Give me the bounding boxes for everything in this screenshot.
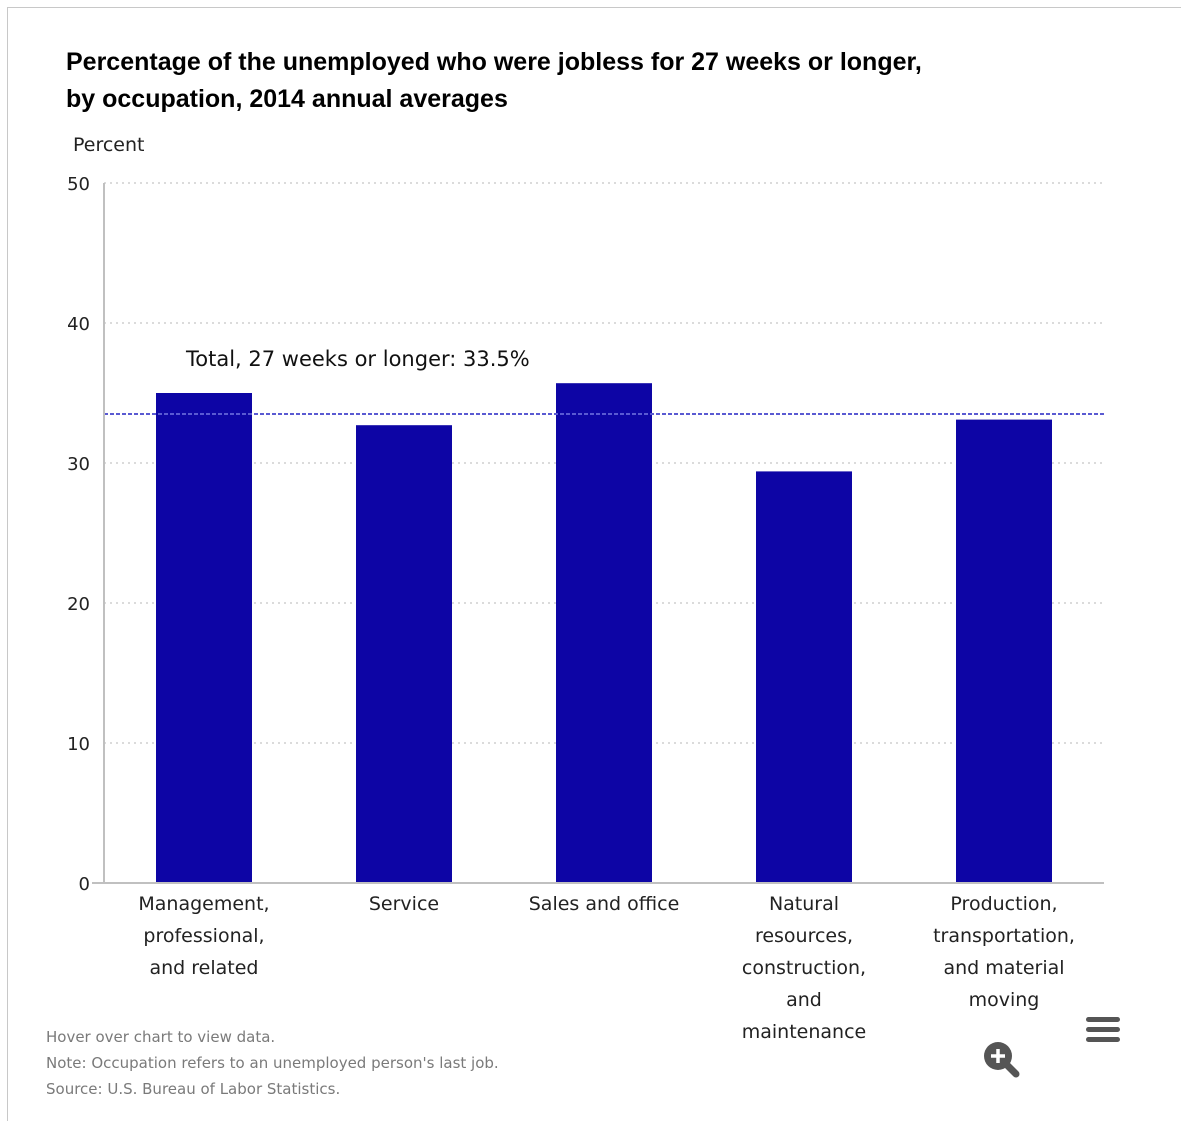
x-axis-labels: Management, professional, and related Servi… [138, 893, 1075, 1043]
x-tick-label: Service [369, 893, 439, 915]
chart-title: Percentage of the unemployed who were jo… [66, 48, 922, 113]
y-tick-label: 30 [67, 454, 90, 475]
x-tick-label-line: Sales and office [529, 893, 680, 915]
y-tick-label: 0 [79, 874, 90, 895]
total-reference: Total, 27 weeks or longer: 33.5% [104, 347, 1104, 415]
x-tick-label: Management, professional, and related [138, 893, 269, 979]
bars[interactable] [156, 383, 1052, 883]
bar[interactable] [556, 383, 652, 883]
total-reference-label: Total, 27 weeks or longer: 33.5% [185, 347, 530, 371]
x-tick-label: Production, transportation, and material mo… [933, 893, 1075, 1011]
hover-note: Hover over chart to view data. [46, 1028, 276, 1046]
y-tick-label: 50 [67, 174, 90, 195]
x-tick-label-line: and material [943, 957, 1064, 979]
x-tick-label-line: and related [150, 957, 259, 979]
axes [92, 183, 1104, 884]
zoom-in-button[interactable] [978, 1036, 1022, 1080]
x-tick-label-line: transportation, [933, 925, 1075, 947]
x-tick-label-line: Service [369, 893, 439, 915]
x-tick-label-line: Natural [769, 893, 839, 915]
y-tick-label: 10 [67, 734, 90, 755]
bar[interactable] [356, 425, 452, 883]
bar[interactable] [756, 471, 852, 883]
hamburger-menu-button[interactable] [1086, 1017, 1122, 1047]
hamburger-menu-icon [1086, 1017, 1120, 1022]
x-tick-label-line: moving [969, 989, 1040, 1011]
y-axis-title: Percent [73, 134, 145, 156]
chart-frame [7, 7, 1181, 1121]
occupation-note: Note: Occupation refers to an unemployed… [46, 1054, 499, 1072]
x-tick-label-line: resources, [755, 925, 853, 947]
y-tick-label: 40 [67, 314, 90, 335]
zoom-in-icon [984, 1042, 1020, 1078]
x-tick-label-line: and [786, 989, 822, 1011]
bar[interactable] [956, 419, 1052, 883]
x-tick-label: Sales and office [529, 893, 680, 915]
x-tick-label: Natural resources, construction, and mainten… [742, 893, 866, 1043]
source-note: Source: U.S. Bureau of Labor Statistics. [46, 1080, 341, 1098]
bar[interactable] [156, 393, 252, 883]
x-tick-label-line: Production, [950, 893, 1057, 915]
y-tick-label: 20 [67, 594, 90, 615]
footnotes: Hover over chart to view data. Note: Occ… [46, 1024, 499, 1102]
y-axis-ticks: 0 10 20 30 40 50 [67, 174, 90, 895]
x-tick-label-line: Management, [138, 893, 269, 915]
x-tick-label-line: maintenance [742, 1021, 866, 1043]
x-tick-label-line: construction, [742, 957, 866, 979]
x-tick-label-line: professional, [143, 925, 264, 947]
